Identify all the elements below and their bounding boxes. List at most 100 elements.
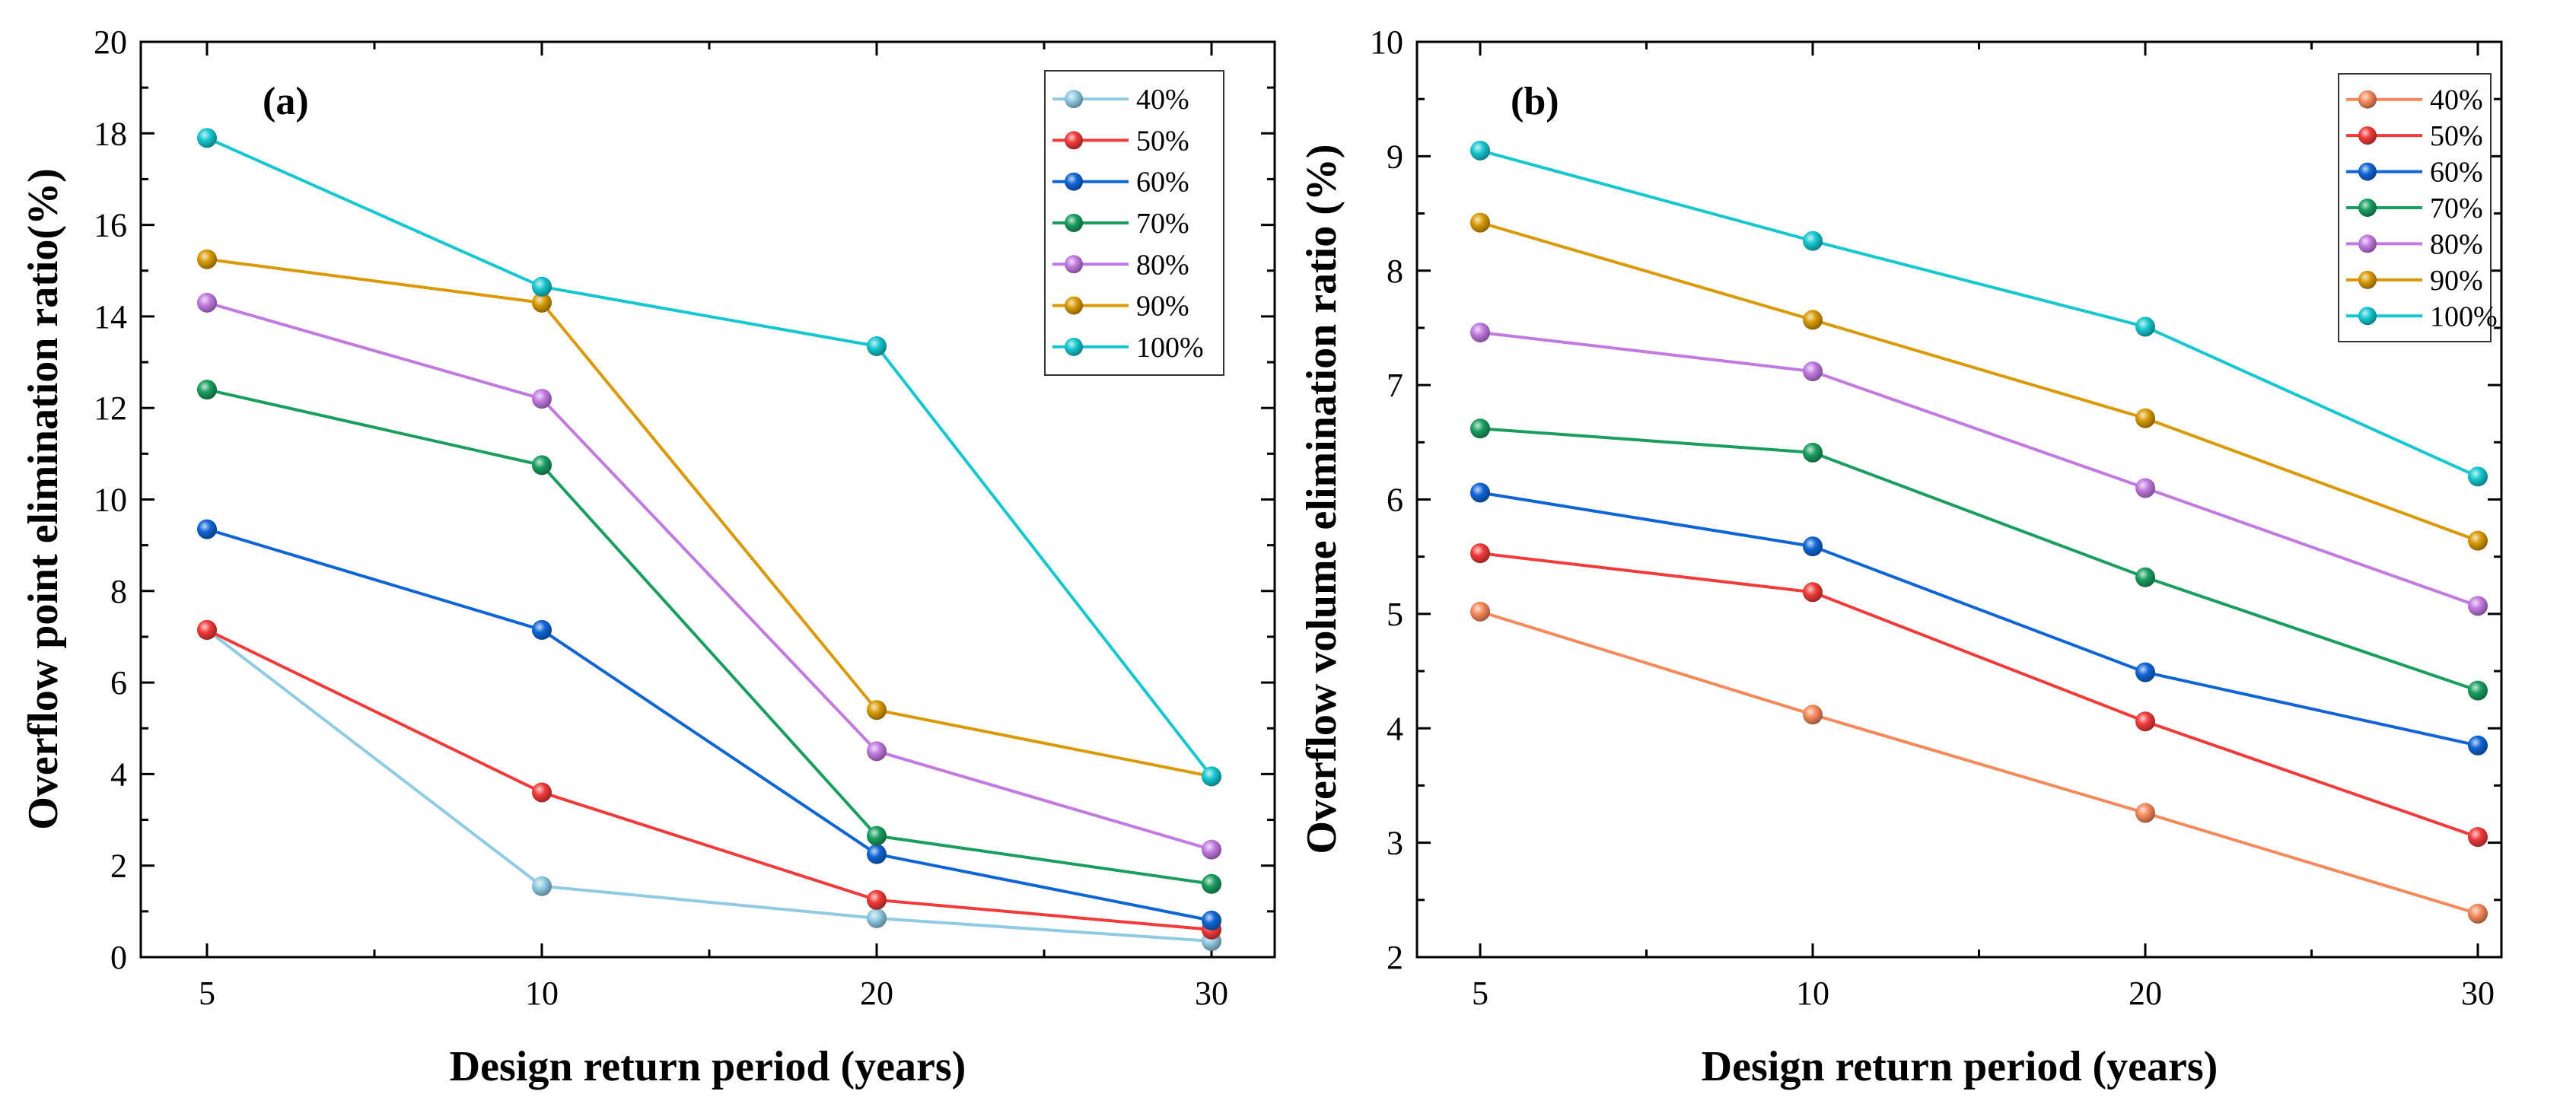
- panel-a-data-point-70pct: [532, 455, 552, 476]
- panel-a-data-point-40pct: [532, 876, 552, 896]
- panel-a-y-tick-label: 18: [94, 115, 127, 152]
- panel-a-data-point-60pct: [532, 619, 552, 640]
- panel-a-legend-label: 90%: [1136, 291, 1189, 323]
- panel-b-data-point-100pct: [1803, 231, 1823, 251]
- panel-b-x-tick-label: 30: [2461, 975, 2495, 1012]
- panel-a-legend-marker: [1065, 337, 1083, 356]
- panel-b-x-tick-label: 10: [1796, 975, 1829, 1012]
- panel-a-series-line-80pct: [206, 301, 1212, 851]
- panel-a-y-axis-title: Overflow point elimination ratio(%): [20, 168, 67, 829]
- panel-b-data-point-100pct: [1470, 140, 1490, 161]
- panel-b-data-point-90pct: [2135, 408, 2155, 428]
- panel-a-data-point-100pct: [197, 128, 217, 148]
- panel-a-data-point-100pct: [1202, 766, 1221, 787]
- panel-b-data-point-50pct: [1803, 582, 1823, 603]
- panel-b-legend-marker: [2358, 126, 2377, 145]
- panel-a-legend-label: 60%: [1136, 167, 1189, 199]
- panel-a-series-line-50pct: [206, 628, 1212, 931]
- panel-b-data-point-40pct: [2135, 803, 2155, 823]
- panel-b-y-tick-label: 6: [1387, 482, 1403, 519]
- panel-b-legend-label: 70%: [2430, 192, 2483, 224]
- panel-a-y-tick-label: 14: [94, 298, 127, 336]
- panel-a-legend-marker: [1065, 255, 1083, 274]
- panel-a-data-point-90pct: [197, 249, 217, 269]
- panel-b-data-point-80pct: [2135, 478, 2155, 498]
- panel-a-data-point-70pct: [1202, 873, 1221, 894]
- panel-a-legend-marker: [1065, 90, 1083, 109]
- panel-a-y-tick-label: 16: [94, 207, 127, 244]
- panel-b-series-line-70pct: [1479, 427, 2479, 692]
- panel-a-data-point-80pct: [532, 389, 552, 409]
- panel-b-y-axis-title: Overflow volume elimination ratio (%): [1298, 144, 1345, 854]
- panel-a-legend-marker: [1065, 131, 1083, 150]
- panel-b: 2 3 4 5 6 7 8 9 10 5 10 20 30 40% 50% 60%70% 80% 90% 100%…: [1298, 24, 2503, 1090]
- panel-a-y-tick-label: 0: [110, 939, 127, 976]
- panel-b-series-line-80pct: [1479, 330, 2479, 608]
- panel-b-series-line-60pct: [1479, 491, 2479, 747]
- panel-b-data-point-60pct: [2135, 662, 2155, 682]
- panel-a-data-point-100pct: [532, 276, 552, 297]
- panel-a-series-line-90pct: [206, 257, 1212, 778]
- panel-b-data-point-40pct: [1470, 601, 1490, 622]
- panel-b-y-tick-label: 8: [1387, 253, 1403, 290]
- panel-b-legend-marker: [2358, 270, 2377, 289]
- panel-b-legend-label: 40%: [2430, 84, 2483, 116]
- panel-b-data-point-70pct: [2468, 680, 2488, 701]
- panel-b-legend-marker: [2358, 90, 2377, 109]
- panel-a-data-point-80pct: [1202, 839, 1221, 860]
- panel-a-data-point-90pct: [532, 292, 552, 313]
- panel-a-label: (a): [263, 80, 309, 123]
- panel-b-data-point-70pct: [1470, 418, 1490, 439]
- panel-b-legend-marker: [2358, 307, 2377, 326]
- panel-b-data-point-90pct: [1803, 310, 1823, 330]
- panel-a-series-line-100pct: [206, 136, 1213, 778]
- panel-a-data-point-40pct: [867, 908, 887, 928]
- panel-a-data-point-80pct: [867, 741, 887, 762]
- panel-b-data-point-70pct: [2135, 567, 2155, 587]
- panel-b-legend-label: 80%: [2430, 228, 2483, 260]
- panel-b-y-tick-label: 10: [1370, 24, 1403, 61]
- panel-a-data-point-50pct: [532, 782, 552, 803]
- panel-b-legend-marker: [2358, 162, 2377, 181]
- panel-b-y-tick-label: 9: [1387, 138, 1403, 175]
- panel-a-y-tick-label: 10: [94, 482, 127, 519]
- panel-b-data-point-80pct: [1803, 361, 1823, 382]
- panel-a-data-point-100pct: [867, 336, 887, 356]
- panel-a-x-axis-title: Design return period (years): [450, 1043, 966, 1090]
- panel-b-data-point-60pct: [2468, 735, 2488, 755]
- panel-b-x-tick-label: 20: [2129, 975, 2162, 1012]
- panel-a-data-point-50pct: [867, 889, 887, 910]
- panel-b-legend-label: 100%: [2430, 301, 2498, 332]
- panel-b-y-tick-label: 7: [1387, 367, 1403, 404]
- panel-a-data-point-60pct: [867, 844, 887, 864]
- panel-a: 0 2 4 6 8 10 12 14 16 18 20 5 10 20 30 40% 50% 60% 70% 80%…: [20, 24, 1276, 1090]
- panel-b-data-point-80pct: [2468, 596, 2488, 616]
- panel-b-y-tick-label: 2: [1387, 939, 1403, 976]
- panel-a-legend-marker: [1065, 214, 1083, 232]
- panel-a-y-tick-label: 20: [94, 24, 127, 61]
- panel-a-legend-label: 50%: [1136, 125, 1189, 157]
- panel-b-data-point-40pct: [1803, 705, 1823, 725]
- panel-a-legend-label: 100%: [1136, 332, 1204, 364]
- panel-b-legend-marker: [2358, 199, 2377, 217]
- panel-a-y-tick-label: 4: [110, 755, 127, 793]
- panel-b-data-point-40pct: [2468, 903, 2488, 924]
- panel-a-data-point-60pct: [197, 519, 217, 539]
- panel-b-x-axis-title: Design return period (years): [1702, 1043, 2218, 1090]
- panel-a-x-tick-label: 10: [525, 975, 559, 1012]
- panel-b-data-point-50pct: [2468, 827, 2488, 848]
- panel-b-label: (b): [1511, 80, 1559, 123]
- panel-b-series-line-90pct: [1479, 221, 2479, 542]
- panel-b-data-point-100pct: [2468, 466, 2488, 487]
- panel-b-data-point-60pct: [1803, 536, 1823, 557]
- panel-a-data-point-60pct: [1202, 910, 1221, 930]
- panel-a-data-point-90pct: [867, 700, 887, 721]
- panel-a-legend-marker: [1065, 172, 1083, 191]
- panel-a-data-point-70pct: [197, 380, 217, 400]
- panel-b-legend-label: 50%: [2430, 120, 2483, 152]
- panel-a-y-tick-label: 8: [110, 573, 127, 610]
- panel-a-series-line-40pct: [205, 628, 1212, 943]
- panel-a-legend-marker: [1065, 296, 1083, 315]
- panel-b-legend-marker: [2358, 234, 2377, 253]
